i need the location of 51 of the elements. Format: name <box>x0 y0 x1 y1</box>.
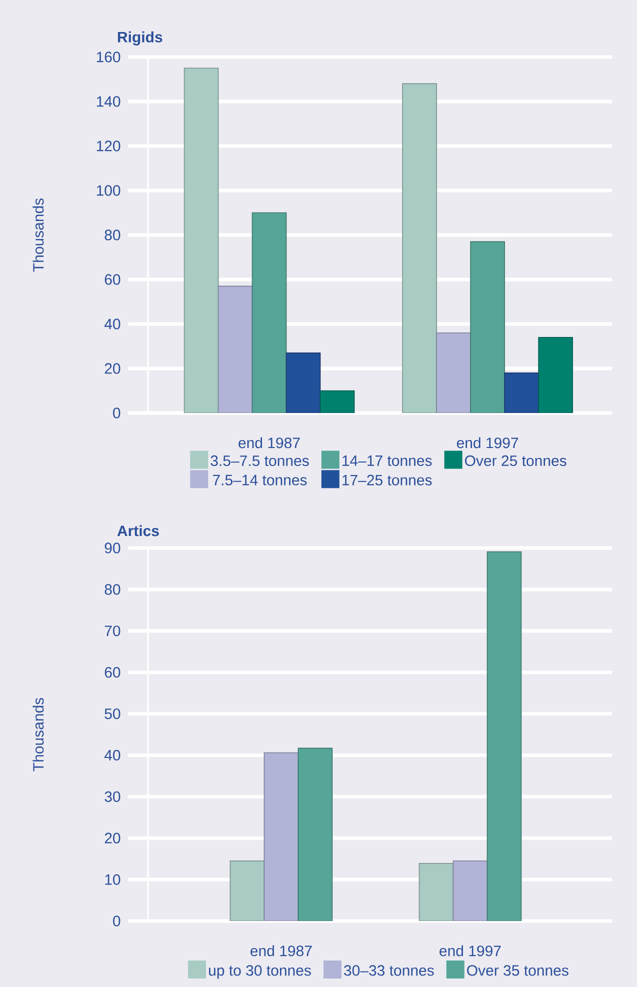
y-tick-label: 20 <box>104 363 120 374</box>
y-tick-label: 40 <box>104 750 120 761</box>
bar <box>470 241 505 413</box>
legend-label: Over 25 tonnes <box>465 455 566 466</box>
x-tick-label: end 1987 <box>250 945 312 956</box>
bar <box>436 332 471 413</box>
y-tick-label: 10 <box>105 874 120 885</box>
y-tick-label: 120 <box>96 140 120 152</box>
chart-title: Rigids <box>118 31 162 46</box>
y-tick-label: 50 <box>104 708 120 720</box>
bar <box>264 752 299 921</box>
legend-label: 17–25 tonnes <box>342 474 432 486</box>
y-tick-label: 0 <box>113 408 120 418</box>
y-axis-title: Thousands <box>32 198 44 272</box>
legend-label: 14–17 tonnes <box>342 456 432 466</box>
y-tick-label: 90 <box>104 542 120 554</box>
y-axis-title: Thousands <box>32 698 44 772</box>
x-tick-label: end 1987 <box>238 437 300 448</box>
bar <box>252 212 287 413</box>
bar <box>320 390 355 413</box>
y-tick-label: 80 <box>104 230 120 240</box>
y-tick-label: 30 <box>104 791 120 802</box>
bar <box>298 748 333 921</box>
y-tick-label: 0 <box>113 916 120 926</box>
x-tick-label: end 1997 <box>456 437 518 448</box>
bar <box>402 83 437 413</box>
legend-label: up to 30 tonnes <box>209 965 311 979</box>
legend-label: Over 35 tonnes <box>467 965 568 976</box>
bar <box>218 286 253 413</box>
y-tick-label: 140 <box>96 96 120 107</box>
y-tick-label: 60 <box>104 667 120 678</box>
y-tick-label: 20 <box>104 832 120 844</box>
y-tick-label: 80 <box>104 584 120 595</box>
bar <box>184 68 219 413</box>
y-tick-label: 160 <box>96 52 120 62</box>
bar <box>504 372 539 413</box>
legend-label: 3.5–7.5 tonnes <box>210 455 309 466</box>
bar <box>452 860 488 921</box>
y-tick-label: 100 <box>96 185 120 196</box>
y-tick-label: 60 <box>104 274 120 285</box>
x-tick-label: end 1997 <box>440 945 501 956</box>
legend-label: 7.5–14 tonnes <box>212 474 307 486</box>
bar <box>538 336 573 413</box>
chart-title: Artics <box>117 525 159 536</box>
y-tick-label: 70 <box>104 626 120 636</box>
bar <box>286 352 321 413</box>
bar <box>418 862 454 921</box>
bar <box>230 860 265 921</box>
bar <box>486 551 522 921</box>
y-tick-label: 40 <box>104 318 120 330</box>
legend-label: 30–33 tonnes <box>344 965 434 976</box>
